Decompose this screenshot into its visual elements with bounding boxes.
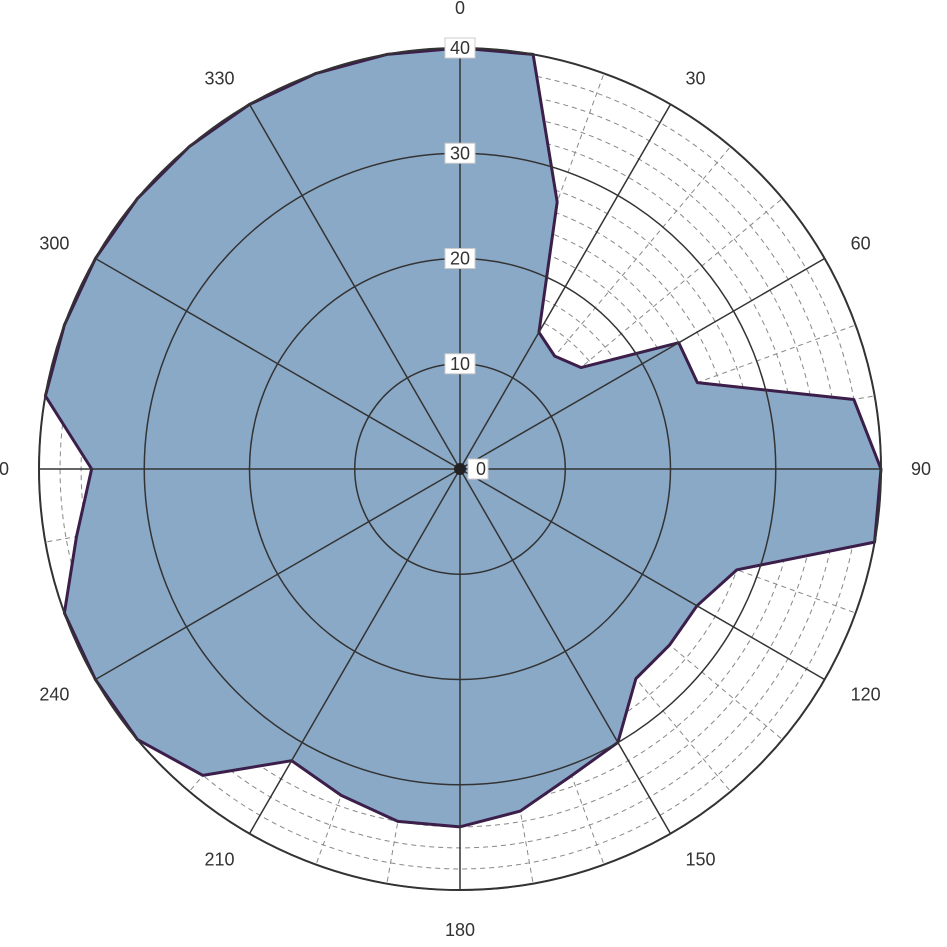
polar-chart-svg: 0 30 60 90 120 150 180 210 240 270 300 330 0 10 20 30 40 [0, 0, 947, 947]
radial-tick-10: 10 [450, 354, 470, 374]
angle-label-0: 0 [455, 0, 465, 18]
radial-tick-0: 0 [476, 459, 486, 479]
angle-label-60: 60 [851, 234, 871, 254]
radial-tick-40: 40 [450, 38, 470, 58]
radial-tick-20: 20 [450, 249, 470, 269]
angle-label-240: 240 [39, 685, 69, 705]
polar-chart: 0 30 60 90 120 150 180 210 240 270 300 330 0 10 20 30 40 [0, 0, 947, 947]
angle-label-90: 90 [911, 459, 931, 479]
angle-label-330: 330 [204, 68, 234, 88]
angle-label-120: 120 [851, 685, 881, 705]
angle-label-150: 150 [686, 850, 716, 870]
angle-label-30: 30 [686, 68, 706, 88]
angle-label-180: 180 [445, 920, 475, 940]
angle-label-210: 210 [204, 850, 234, 870]
angle-label-300: 300 [39, 234, 69, 254]
angle-label-270: 270 [0, 459, 9, 479]
radial-tick-30: 30 [450, 143, 470, 163]
